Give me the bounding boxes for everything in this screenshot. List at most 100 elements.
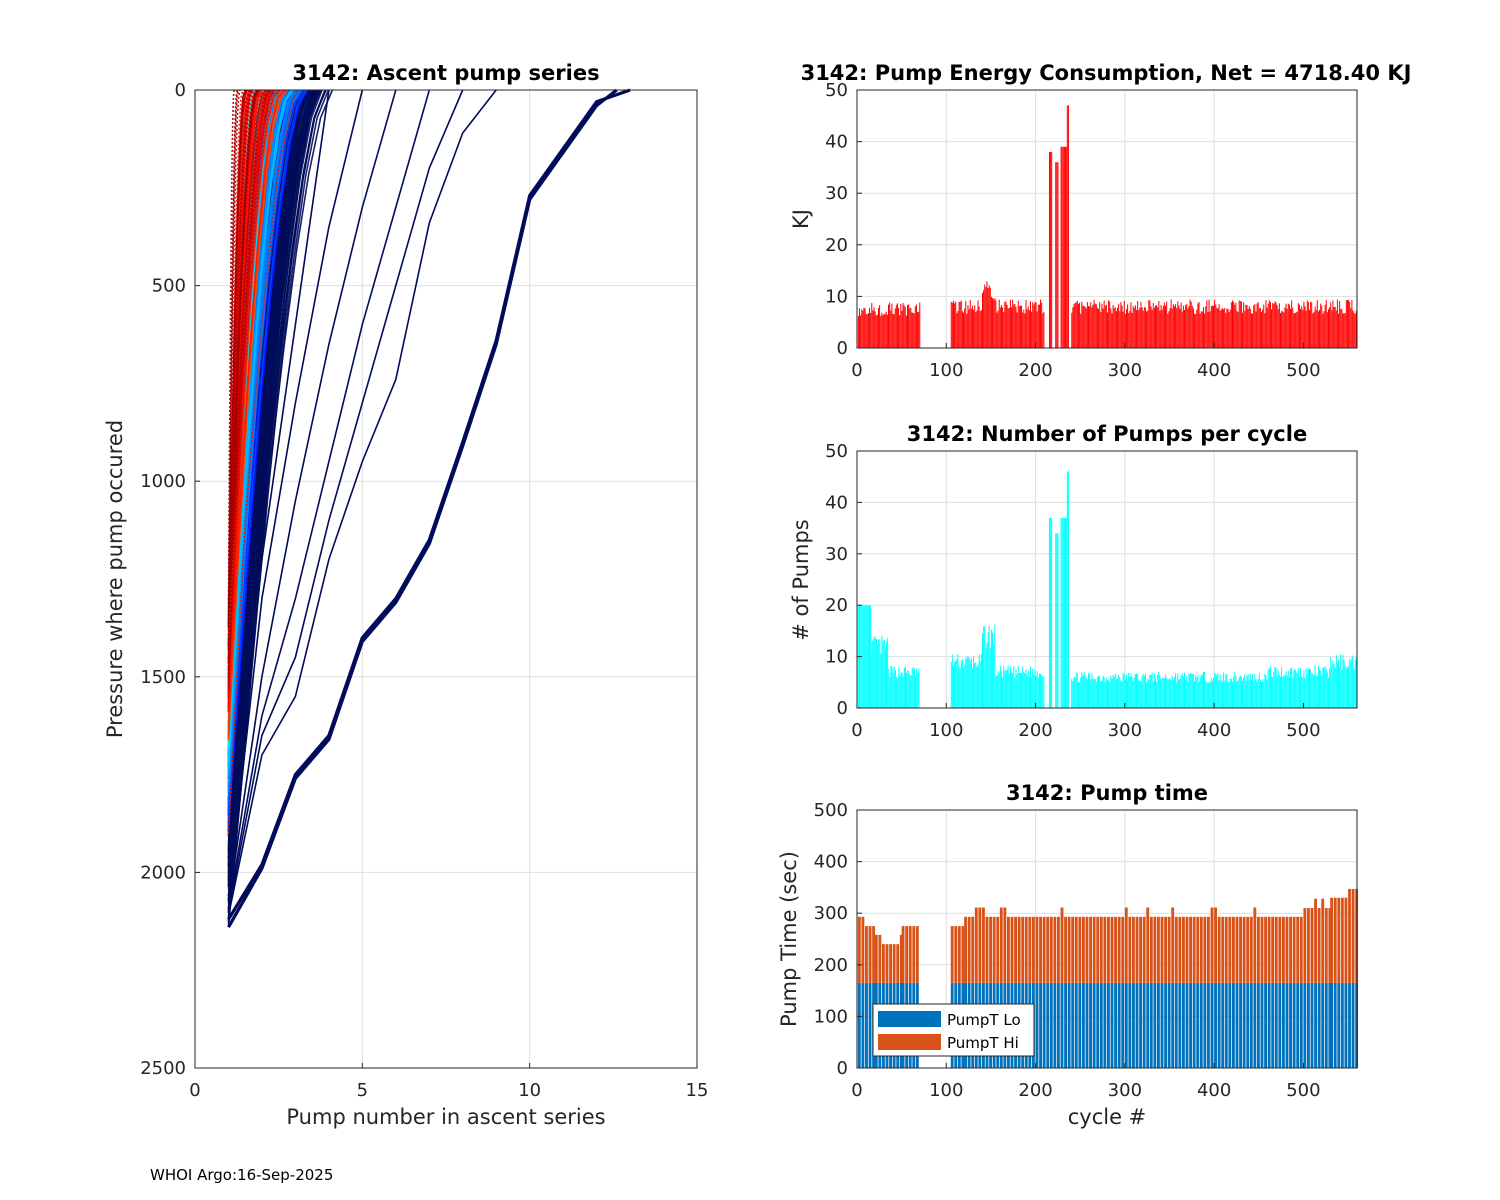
ascent-cycle-line (227, 89, 321, 883)
pumps-bar (1234, 671, 1236, 708)
pumps-bar (1043, 676, 1045, 708)
energy-bar (1196, 309, 1198, 348)
energy-bar (1034, 302, 1036, 348)
pumps-bar (974, 663, 976, 708)
ascent-panel: 0 5 10 15 0 500 1000 1500 2000 2500 3142: Ascent … (103, 61, 708, 1129)
ascent-cycle-line (227, 89, 267, 660)
energy-bar (1176, 308, 1178, 348)
pumps-bar (987, 632, 989, 708)
pumps-bar (1336, 662, 1338, 708)
pumptime-bar-hi (1257, 916, 1260, 983)
pumps-bar (1122, 672, 1124, 708)
pumptime-bar-lo (1192, 982, 1196, 1068)
energy-bar (1128, 312, 1130, 348)
energy-bar (1007, 308, 1009, 348)
pumptime-bar-hi (1185, 916, 1189, 983)
pumptime-bar-lo (1224, 982, 1228, 1068)
pumps-bar (1015, 669, 1017, 708)
ascent-cycle-line (227, 89, 248, 629)
energy-bar (1202, 307, 1204, 348)
pumps-bar (1115, 679, 1117, 708)
y-tick-label: 300 (814, 903, 848, 924)
pumptime-bar-lo (1167, 982, 1171, 1068)
pumps-bar (1273, 671, 1275, 708)
pumps-bar (1275, 667, 1277, 708)
pumps-bar (1171, 675, 1173, 708)
pumps-bar (1259, 679, 1261, 708)
energy-bar (950, 301, 952, 348)
y-tick-label: 1500 (140, 667, 186, 688)
energy-bar (900, 303, 902, 348)
energy-bar (1143, 307, 1145, 348)
y-tick-label: 400 (814, 852, 848, 873)
pumps-bar (950, 662, 952, 708)
energy-bar (1219, 310, 1221, 348)
pumps-bar (1349, 658, 1351, 708)
pumptime-bar-lo (1285, 982, 1289, 1068)
energy-bar (1028, 310, 1030, 348)
energy-bar (1343, 313, 1345, 348)
pumptime-bar-hi (889, 944, 892, 983)
pumptime-bar-lo (1348, 982, 1351, 1068)
pumptime-bar-lo (868, 982, 872, 1068)
energy-bar (1005, 301, 1007, 348)
energy-axes-box (856, 89, 1358, 349)
pumps-bar (1329, 668, 1331, 708)
pumptime-bar-hi (1285, 916, 1289, 983)
pumps-bar (1035, 676, 1037, 708)
pumps-bar (880, 653, 882, 708)
pumptime-bar-hi (1340, 897, 1344, 983)
pumps-bar (862, 605, 864, 708)
y-tick-label: 30 (825, 183, 848, 204)
pumptime-bar-hi (1328, 908, 1332, 983)
pumps-bar (1176, 682, 1178, 708)
ascent-ylabel: Pressure where pump occured (103, 420, 127, 738)
energy-bar (1033, 304, 1035, 348)
energy-bar (1324, 304, 1326, 348)
pumps-bar (1076, 673, 1078, 708)
energy-bar (1214, 299, 1216, 348)
ascent-series-line (227, 89, 497, 916)
energy-bar (898, 308, 900, 348)
pumps-bar (1032, 668, 1034, 708)
pumps-bar (1085, 678, 1087, 708)
pumps-bar (1219, 674, 1221, 708)
pumptime-bar-lo (1146, 982, 1150, 1068)
pumps-bar (1163, 678, 1165, 708)
energy-bar (1322, 313, 1324, 348)
energy-bar (984, 284, 986, 348)
energy-bar (904, 306, 906, 348)
pumps-bar (1255, 678, 1257, 708)
ascent-cycle-line (227, 89, 252, 648)
pumptime-bar-lo (1330, 982, 1334, 1068)
pumptime-bar-lo (1228, 982, 1232, 1068)
pumps-bar (1012, 673, 1014, 708)
energy-bar (1315, 309, 1317, 348)
pumps-bar (1264, 674, 1266, 708)
pumptime-bar-lo (1333, 982, 1337, 1068)
energy-bar (894, 308, 896, 348)
pumps-bar (1089, 674, 1091, 708)
energy-bar (1331, 310, 1333, 348)
pumps-bar (1146, 682, 1148, 708)
pumps-bar (952, 666, 954, 708)
pumps-bar (1170, 680, 1172, 708)
pumptime-bar-lo (1124, 982, 1128, 1068)
pumptime-bar-lo (1217, 982, 1221, 1068)
energy-bar (1161, 309, 1163, 348)
energy-bar (1167, 313, 1169, 348)
pumptime-bar-hi (912, 926, 916, 983)
energy-bar (1140, 301, 1142, 348)
energy-bar (1184, 309, 1186, 348)
pumps-bar (1313, 674, 1315, 708)
pumps-bar (1133, 677, 1135, 708)
energy-bar (1175, 304, 1177, 348)
pumps-bar (1195, 675, 1197, 708)
energy-bar (1154, 305, 1156, 348)
pumps-bar (1269, 666, 1271, 708)
energy-bar (1314, 306, 1316, 348)
energy-bar (1171, 308, 1173, 348)
pumps-bar (1344, 665, 1346, 708)
energy-bar (1152, 303, 1154, 348)
energy-bar (1156, 305, 1158, 348)
